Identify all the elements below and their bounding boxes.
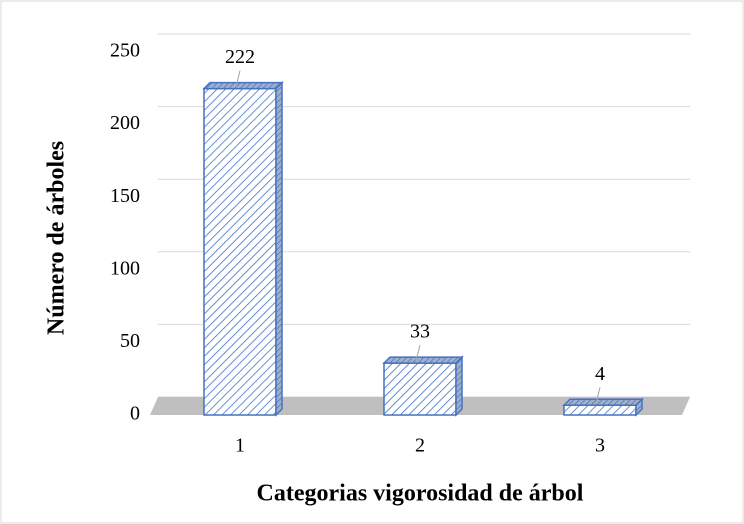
leader-line	[595, 387, 601, 404]
data-label: 4	[595, 363, 605, 385]
leader-line	[415, 344, 421, 362]
x-axis-title: Categorias vigorosidad de árbol	[257, 481, 584, 507]
data-label: 222	[225, 46, 255, 68]
x-tick-label: 3	[595, 435, 605, 457]
y-tick-label: 150	[110, 185, 140, 207]
bar-side	[275, 80, 283, 417]
x-tick-label: 1	[235, 435, 245, 457]
bar-side	[635, 397, 643, 417]
y-tick-label: 50	[120, 330, 140, 352]
x-tick-label: 2	[415, 435, 425, 457]
bar	[563, 404, 637, 416]
y-axis-title: Número de árboles	[44, 141, 70, 335]
bar-top	[202, 81, 284, 90]
data-label: 33	[410, 321, 430, 343]
y-tick-label: 250	[110, 40, 140, 62]
y-tick-label: 0	[130, 403, 140, 425]
bar-top	[562, 398, 644, 406]
leader-line	[235, 70, 241, 87]
y-tick-label: 200	[110, 112, 140, 134]
y-tick-label: 100	[110, 257, 140, 279]
bar-top	[382, 356, 464, 364]
bar	[383, 362, 457, 416]
bar	[203, 87, 277, 416]
bar-side	[455, 355, 463, 417]
